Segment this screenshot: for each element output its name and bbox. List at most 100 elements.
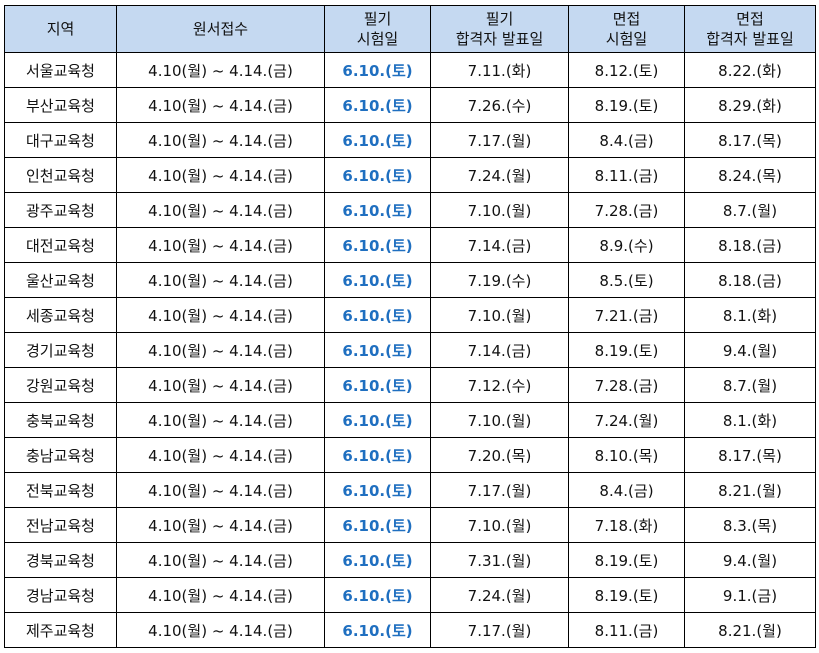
- application-period-cell: 4.10(월) ~ 4.14.(금): [116, 472, 325, 508]
- written-result-date-cell: 7.17.(월): [430, 472, 569, 508]
- header-application: 원서접수: [116, 5, 325, 53]
- interview-date-cell: 8.19.(토): [568, 542, 685, 578]
- written-result-date-cell: 7.24.(월): [430, 577, 569, 613]
- table-row: 대전교육청 4.10(월) ~ 4.14.(금) 6.10.(토) 7.14.(금) 8…: [4, 227, 816, 263]
- application-period-cell: 4.10(월) ~ 4.14.(금): [116, 122, 325, 158]
- written-result-date-cell: 7.31.(월): [430, 542, 569, 578]
- final-result-date-cell: 9.1.(금): [684, 577, 816, 613]
- interview-date-cell: 7.18.(화): [568, 507, 685, 543]
- table-header: 지역 원서접수 필기 시험일 필기 합격자 발표일 면접 시험일 면접 합격자 발표일: [4, 5, 816, 53]
- final-result-date-cell: 8.17.(목): [684, 437, 816, 473]
- table-row: 세종교육청 4.10(월) ~ 4.14.(금) 6.10.(토) 7.10.(월) 7…: [4, 297, 816, 333]
- final-result-date-cell: 8.1.(화): [684, 297, 816, 333]
- final-result-date-cell: 8.21.(월): [684, 612, 816, 648]
- header-final-result: 면접 합격자 발표일: [684, 5, 816, 53]
- region-cell: 울산교육청: [4, 262, 117, 298]
- final-result-date-cell: 8.24.(목): [684, 157, 816, 193]
- final-result-date-cell: 8.18.(금): [684, 227, 816, 263]
- region-cell: 대구교육청: [4, 122, 117, 158]
- table-row: 충남교육청 4.10(월) ~ 4.14.(금) 6.10.(토) 7.20.(목) 8…: [4, 437, 816, 473]
- table-row: 제주교육청 4.10(월) ~ 4.14.(금) 6.10.(토) 7.17.(월) 8…: [4, 612, 816, 648]
- interview-date-cell: 8.19.(토): [568, 577, 685, 613]
- written-exam-date-cell: 6.10.(토): [324, 472, 431, 508]
- header-region: 지역: [4, 5, 117, 53]
- region-cell: 충남교육청: [4, 437, 117, 473]
- written-exam-date-cell: 6.10.(토): [324, 612, 431, 648]
- written-exam-date-cell: 6.10.(토): [324, 507, 431, 543]
- region-cell: 인천교육청: [4, 157, 117, 193]
- header-line2: 합격자 발표일: [455, 30, 544, 48]
- written-exam-date-cell: 6.10.(토): [324, 402, 431, 438]
- interview-date-cell: 8.11.(금): [568, 612, 685, 648]
- final-result-date-cell: 9.4.(월): [684, 332, 816, 368]
- region-cell: 제주교육청: [4, 612, 117, 648]
- written-exam-date-cell: 6.10.(토): [324, 52, 431, 88]
- header-line2: 시험일: [605, 30, 648, 48]
- written-result-date-cell: 7.26.(수): [430, 87, 569, 123]
- application-period-cell: 4.10(월) ~ 4.14.(금): [116, 297, 325, 333]
- application-period-cell: 4.10(월) ~ 4.14.(금): [116, 227, 325, 263]
- written-exam-date-cell: 6.10.(토): [324, 87, 431, 123]
- header-line1: 원서접수: [192, 20, 249, 38]
- final-result-date-cell: 8.17.(목): [684, 122, 816, 158]
- region-cell: 광주교육청: [4, 192, 117, 228]
- application-period-cell: 4.10(월) ~ 4.14.(금): [116, 542, 325, 578]
- final-result-date-cell: 8.29.(화): [684, 87, 816, 123]
- header-line1: 면접: [736, 10, 764, 28]
- written-exam-date-cell: 6.10.(토): [324, 157, 431, 193]
- header-line2: 시험일: [356, 30, 399, 48]
- written-result-date-cell: 7.24.(월): [430, 157, 569, 193]
- written-result-date-cell: 7.11.(화): [430, 52, 569, 88]
- final-result-date-cell: 8.7.(월): [684, 192, 816, 228]
- application-period-cell: 4.10(월) ~ 4.14.(금): [116, 192, 325, 228]
- region-cell: 강원교육청: [4, 367, 117, 403]
- application-period-cell: 4.10(월) ~ 4.14.(금): [116, 157, 325, 193]
- region-cell: 세종교육청: [4, 297, 117, 333]
- final-result-date-cell: 8.3.(목): [684, 507, 816, 543]
- written-exam-date-cell: 6.10.(토): [324, 367, 431, 403]
- region-cell: 경기교육청: [4, 332, 117, 368]
- final-result-date-cell: 8.1.(화): [684, 402, 816, 438]
- region-cell: 충북교육청: [4, 402, 117, 438]
- interview-date-cell: 7.28.(금): [568, 192, 685, 228]
- header-written-result: 필기 합격자 발표일: [430, 5, 569, 53]
- application-period-cell: 4.10(월) ~ 4.14.(금): [116, 437, 325, 473]
- application-period-cell: 4.10(월) ~ 4.14.(금): [116, 612, 325, 648]
- written-result-date-cell: 7.14.(금): [430, 332, 569, 368]
- table-row: 경남교육청 4.10(월) ~ 4.14.(금) 6.10.(토) 7.24.(월) 8…: [4, 577, 816, 613]
- interview-date-cell: 8.10.(목): [568, 437, 685, 473]
- exam-schedule-table: 지역 원서접수 필기 시험일 필기 합격자 발표일 면접 시험일 면접 합격자 발표일 서울교육청…: [4, 5, 816, 648]
- region-cell: 전북교육청: [4, 472, 117, 508]
- table-row: 경기교육청 4.10(월) ~ 4.14.(금) 6.10.(토) 7.14.(금) 8…: [4, 332, 816, 368]
- final-result-date-cell: 8.18.(금): [684, 262, 816, 298]
- application-period-cell: 4.10(월) ~ 4.14.(금): [116, 332, 325, 368]
- written-exam-date-cell: 6.10.(토): [324, 227, 431, 263]
- written-exam-date-cell: 6.10.(토): [324, 577, 431, 613]
- interview-date-cell: 8.11.(금): [568, 157, 685, 193]
- header-line1: 필기: [363, 10, 392, 28]
- written-result-date-cell: 7.10.(월): [430, 297, 569, 333]
- written-result-date-cell: 7.10.(월): [430, 507, 569, 543]
- interview-date-cell: 8.9.(수): [568, 227, 685, 263]
- written-exam-date-cell: 6.10.(토): [324, 192, 431, 228]
- interview-date-cell: 7.24.(월): [568, 402, 685, 438]
- header-interview: 면접 시험일: [568, 5, 685, 53]
- final-result-date-cell: 8.22.(화): [684, 52, 816, 88]
- interview-date-cell: 8.4.(금): [568, 472, 685, 508]
- application-period-cell: 4.10(월) ~ 4.14.(금): [116, 262, 325, 298]
- table-row: 전남교육청 4.10(월) ~ 4.14.(금) 6.10.(토) 7.10.(월) 7…: [4, 507, 816, 543]
- application-period-cell: 4.10(월) ~ 4.14.(금): [116, 52, 325, 88]
- interview-date-cell: 8.4.(금): [568, 122, 685, 158]
- interview-date-cell: 8.12.(토): [568, 52, 685, 88]
- written-exam-date-cell: 6.10.(토): [324, 297, 431, 333]
- table-row: 대구교육청 4.10(월) ~ 4.14.(금) 6.10.(토) 7.17.(월) 8…: [4, 122, 816, 158]
- table-row: 전북교육청 4.10(월) ~ 4.14.(금) 6.10.(토) 7.17.(월) 8…: [4, 472, 816, 508]
- final-result-date-cell: 9.4.(월): [684, 542, 816, 578]
- written-result-date-cell: 7.12.(수): [430, 367, 569, 403]
- table-body: 서울교육청 4.10(월) ~ 4.14.(금) 6.10.(토) 7.11.(화) 8…: [4, 52, 816, 648]
- region-cell: 전남교육청: [4, 507, 117, 543]
- written-result-date-cell: 7.20.(목): [430, 437, 569, 473]
- written-exam-date-cell: 6.10.(토): [324, 542, 431, 578]
- written-result-date-cell: 7.17.(월): [430, 122, 569, 158]
